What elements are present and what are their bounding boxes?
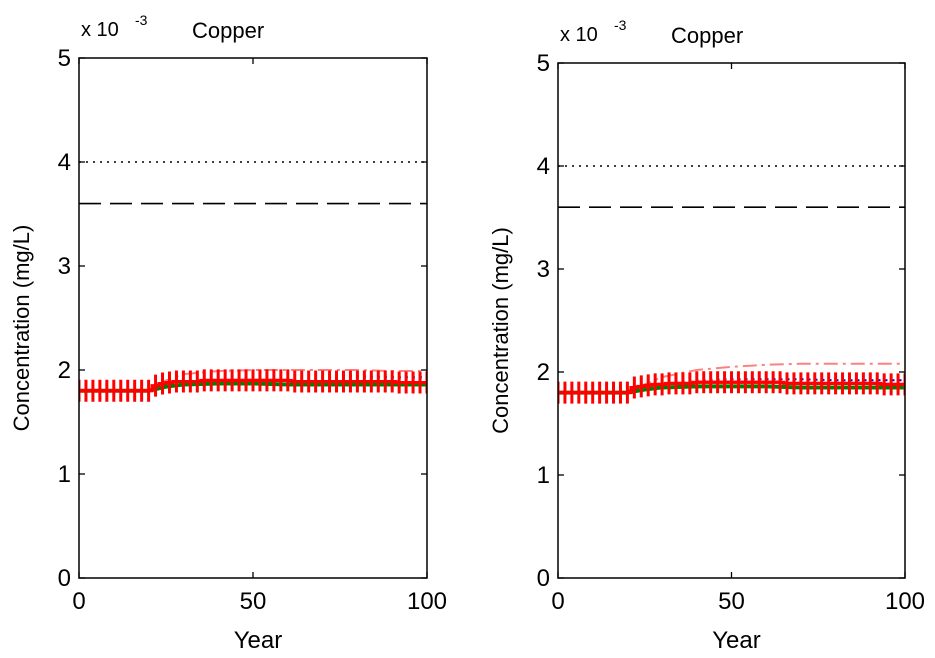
- axes-frame: [557, 62, 906, 579]
- y-tick-label: 3: [537, 256, 550, 283]
- data-point-marker: [900, 373, 905, 396]
- axes-frame: [78, 57, 428, 579]
- x-tick-label: 0: [551, 588, 564, 615]
- y-tick-label: 0: [58, 565, 71, 592]
- x-tick-label: 100: [885, 588, 925, 615]
- data-point-marker: [422, 371, 427, 394]
- data-point-marker: [150, 374, 161, 397]
- x-tick-label: 50: [718, 588, 745, 615]
- y-tick-label: 1: [58, 461, 71, 488]
- y-tick-label: 4: [537, 153, 550, 180]
- y-tick-label: 1: [537, 462, 550, 489]
- y-tick-label: 3: [58, 253, 71, 280]
- y-axis-label: Concentration (mg/L): [488, 227, 513, 434]
- chart-title: Copper: [671, 23, 743, 48]
- data-point-marker: [143, 379, 154, 402]
- scale-factor-exponent: -3: [135, 12, 148, 28]
- y-tick-label: 5: [58, 45, 71, 72]
- x-axis-label: Year: [712, 627, 761, 654]
- y-tick-label: 4: [58, 149, 71, 176]
- x-tick-label: 50: [240, 588, 267, 615]
- y-tick-label: 2: [58, 357, 71, 384]
- series-group: [558, 362, 905, 404]
- x-tick-label: 100: [407, 588, 447, 615]
- scale-factor-exponent: -3: [614, 17, 627, 33]
- y-tick-label: 2: [537, 359, 550, 386]
- scale-factor-label: x 10: [81, 19, 119, 41]
- x-tick-label: 0: [72, 588, 85, 615]
- y-tick-label: 0: [537, 565, 550, 592]
- scale-factor-label: x 10: [560, 24, 598, 46]
- x-axis-label: Year: [234, 627, 283, 654]
- series-group: [79, 369, 427, 402]
- data-point-marker: [622, 381, 633, 404]
- chart-title: Copper: [192, 18, 264, 43]
- y-axis-label: Concentration (mg/L): [9, 225, 34, 432]
- y-tick-label: 5: [537, 50, 550, 77]
